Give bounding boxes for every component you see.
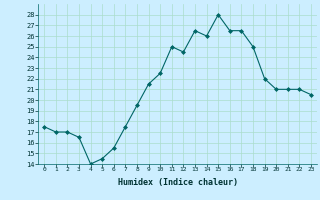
X-axis label: Humidex (Indice chaleur): Humidex (Indice chaleur) — [118, 178, 238, 187]
